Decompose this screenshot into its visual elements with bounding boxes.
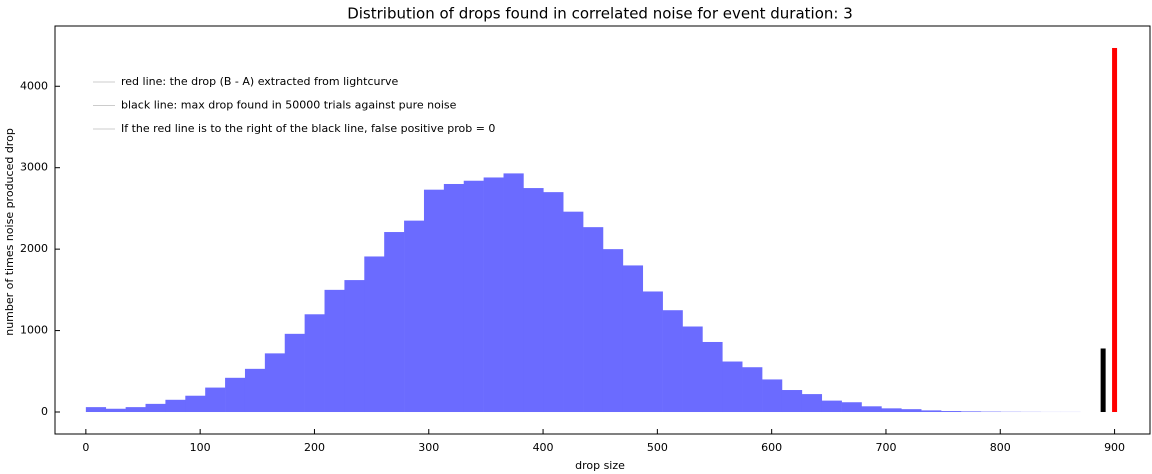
histogram-bar <box>185 395 206 413</box>
histogram-bar <box>284 333 305 413</box>
x-tick-label: 300 <box>418 441 439 454</box>
histogram-bar <box>722 361 743 413</box>
histogram-bar <box>304 314 325 413</box>
y-tick-label: 3000 <box>20 161 48 174</box>
histogram-bar <box>364 256 385 413</box>
histogram-bar <box>404 220 425 413</box>
histogram-bar <box>881 408 902 413</box>
histogram-bar <box>602 249 624 413</box>
histogram-bar <box>324 289 345 413</box>
histogram-bar <box>85 407 107 413</box>
x-tick-label: 700 <box>875 441 896 454</box>
marker-line <box>1112 47 1118 413</box>
histogram-bar <box>244 368 266 413</box>
histogram-bar <box>742 367 763 413</box>
plot-frame <box>54 25 1151 435</box>
legend-label: black line: max drop found in 50000 tria… <box>121 99 457 112</box>
histogram-bar <box>901 409 922 413</box>
histogram-bar <box>781 390 803 413</box>
histogram-bar <box>503 173 524 413</box>
histogram-bar <box>105 408 126 413</box>
histogram-bar <box>205 387 226 413</box>
histogram-bar <box>642 291 663 413</box>
histogram-bar <box>543 192 564 413</box>
histogram-bar <box>384 232 405 413</box>
chart-title: Distribution of drops found in correlate… <box>347 5 853 23</box>
x-tick-label: 200 <box>304 441 325 454</box>
x-tick-label: 900 <box>1104 441 1125 454</box>
x-tick-label: 400 <box>533 441 554 454</box>
histogram-bar <box>523 188 544 413</box>
legend-label: red line: the drop (B - A) extracted fro… <box>121 75 399 88</box>
histogram-bar <box>423 189 445 413</box>
histogram-bar <box>801 394 823 413</box>
x-tick-label: 600 <box>761 441 782 454</box>
histogram-bar <box>463 180 484 413</box>
legend-label: If the red line is to the right of the b… <box>121 122 495 135</box>
histogram-bar <box>682 326 703 413</box>
histogram-bar <box>762 379 783 413</box>
histogram-bar <box>921 410 942 413</box>
x-tick-label: 500 <box>647 441 668 454</box>
histogram-bar <box>483 177 504 413</box>
histogram-bar <box>841 402 862 413</box>
histogram-bar <box>225 377 246 413</box>
y-tick-label: 4000 <box>20 79 48 92</box>
x-tick-label: 0 <box>82 441 89 454</box>
y-axis-label: number of times noise produced drop <box>3 128 16 336</box>
x-axis-label: drop size <box>575 459 625 472</box>
y-tick-label: 0 <box>41 405 48 418</box>
histogram-bar <box>662 310 683 413</box>
y-tick-label: 1000 <box>20 324 48 337</box>
histogram-bar <box>861 406 882 413</box>
histogram-bar <box>960 411 982 413</box>
histogram-bar <box>165 399 186 413</box>
x-tick-label: 100 <box>190 441 211 454</box>
marker-line <box>1100 348 1106 413</box>
histogram-bar <box>443 183 465 413</box>
histogram-bar <box>125 407 146 413</box>
histogram-bar <box>344 280 365 413</box>
y-tick-label: 2000 <box>20 242 48 255</box>
histogram-bar <box>821 400 842 413</box>
histogram-bar <box>622 265 644 413</box>
histogram-bar <box>583 227 604 413</box>
histogram-bar <box>702 341 723 413</box>
histogram-bar <box>563 211 584 413</box>
histogram-bar <box>145 403 166 413</box>
x-tick-label: 800 <box>990 441 1011 454</box>
histogram-bar <box>941 411 962 413</box>
histogram-bar <box>264 353 286 413</box>
